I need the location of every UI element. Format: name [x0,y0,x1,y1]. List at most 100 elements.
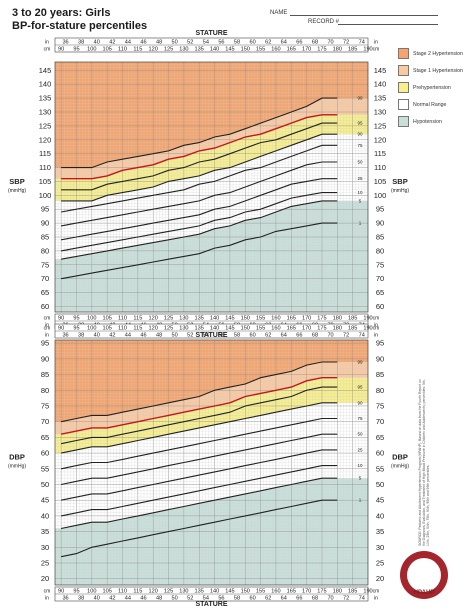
y-tick-label-left: 40 [41,511,49,520]
stature-inch-label: 70 [327,596,333,602]
stature-inch-label: 48 [156,40,162,46]
stature-cm-label: 140 [210,326,219,332]
stature-cm-label: 170 [302,47,311,53]
y-tick-label-left: 65 [41,433,49,442]
y-tick-label-right: 100 [374,191,387,200]
plot-area [55,340,368,585]
y-tick-label-right: 75 [376,260,384,269]
ruler-unit-cm: cm [44,316,51,322]
y-tick-label-left: 55 [41,464,49,473]
y-tick-label-right: 35 [376,527,384,536]
stature-inch-label: 58 [234,596,240,602]
stature-inch-label: 58 [234,333,240,339]
y-tick-label-right: 65 [376,433,384,442]
percentile-label-50: 50 [357,432,363,437]
stature-cm-label: 165 [287,589,296,595]
stature-cm-label: 90 [58,326,64,332]
y-tick-label-right: 55 [376,464,384,473]
stature-cm-label: 165 [287,326,296,332]
x-axis-label-bottom: STATURE [195,601,227,608]
y-tick-label-right: 80 [376,386,384,395]
y-tick-label-right: 60 [376,302,384,311]
stature-cm-label: 160 [271,326,280,332]
ruler-unit-cm-right: cm [373,326,380,332]
percentile-line-1 [60,499,338,558]
stature-cm-label: 90 [58,47,64,53]
stature-cm-label: 115 [133,326,142,332]
stature-cm-label: 100 [87,316,96,322]
ruler-unit-in: in [45,40,49,46]
stature-inch-label: 60 [250,596,256,602]
stature-cm-label: 140 [210,47,219,53]
y-axis-unit-left: (mmHg) [8,188,26,194]
y-tick-label-left: 140 [39,80,52,89]
stature-inch-label: 46 [140,40,146,46]
stature-cm-label: 165 [287,316,296,322]
stature-inch-label: 66 [296,333,302,339]
stature-inch-label: 48 [156,596,162,602]
stature-inch-label: 50 [172,596,178,602]
percentile-label-10: 10 [357,190,363,195]
stature-cm-label: 170 [302,316,311,322]
stature-cm-label: 185 [348,316,357,322]
stature-cm-label: 95 [73,47,79,53]
y-tick-label-right: 85 [376,370,384,379]
y-tick-label-left: 125 [39,121,52,130]
y-tick-label-left: 70 [41,417,49,426]
name-field[interactable] [290,15,438,16]
percentile-line-5 [61,200,338,260]
legend-swatch-stage2 [398,48,409,59]
stature-cm-label: 175 [317,47,326,53]
stature-cm-label: 125 [164,47,173,53]
logo-inner-circle [407,558,441,592]
stature-cm-label: 135 [195,326,204,332]
stature-cm-label: 140 [210,316,219,322]
stature-cm-label: 155 [256,47,265,53]
stature-cm-label: 135 [195,47,204,53]
percentile-line-1 [61,222,338,280]
percentile-label-5: 5 [359,476,362,481]
stage1-threshold-line [61,114,338,180]
y-tick-label-right: 145 [374,66,387,75]
stature-cm-label: 165 [287,47,296,53]
stature-ruler: 36 38 40 42 44 46 48 50 52 54 56 58 60 62 64 66 68 70 72 74… [44,37,379,53]
y-tick-label-right: 85 [376,233,384,242]
y-tick-label-right: 20 [376,574,384,583]
ruler-unit-in: in [45,596,49,602]
percentile-label-25: 25 [357,176,363,181]
stature-cm-label: 145 [225,589,234,595]
stature-cm-label: 160 [271,47,280,53]
legend-item: Hypotension [398,116,468,127]
y-tick-label-left: 95 [41,339,49,348]
stature-cm-label: 130 [179,47,188,53]
legend-item: Normal Range [398,99,468,110]
y-tick-label-right: 130 [374,108,387,117]
y-tick-label-left: 20 [41,574,49,583]
x-axis-label-top: STATURE [195,30,227,37]
ruler-unit-cm-right: cm [373,589,380,595]
percentile-label-95: 95 [357,385,363,390]
percentile-line-90 [61,133,338,202]
y-tick-label-right: 70 [376,417,384,426]
stature-cm-label: 105 [102,326,111,332]
stature-inch-label: 72 [343,596,349,602]
stature-cm-label: 190 [363,47,372,53]
stature-cm-label: 160 [271,316,280,322]
stature-inch-label: 40 [94,596,100,602]
stature-inch-label: 62 [265,40,271,46]
stature-inch-label: 68 [312,596,318,602]
stature-cm-label: 100 [87,589,96,595]
legend-label-hypotension: Hypotension [413,118,442,125]
legend: Stage 2 Hypertension Stage 1 Hypertensio… [398,48,468,133]
percentile-label-95: 95 [357,121,363,126]
record-field[interactable] [338,24,438,25]
stature-inch-label: 52 [187,333,193,339]
stature-cm-label: 150 [241,326,250,332]
percentile-label-25: 25 [357,447,363,452]
stature-cm-label: 145 [225,316,234,322]
y-tick-label-left: 80 [41,246,49,255]
stature-cm-label: 180 [333,326,342,332]
stature-cm-label: 155 [256,316,265,322]
stature-inch-label: 46 [140,333,146,339]
